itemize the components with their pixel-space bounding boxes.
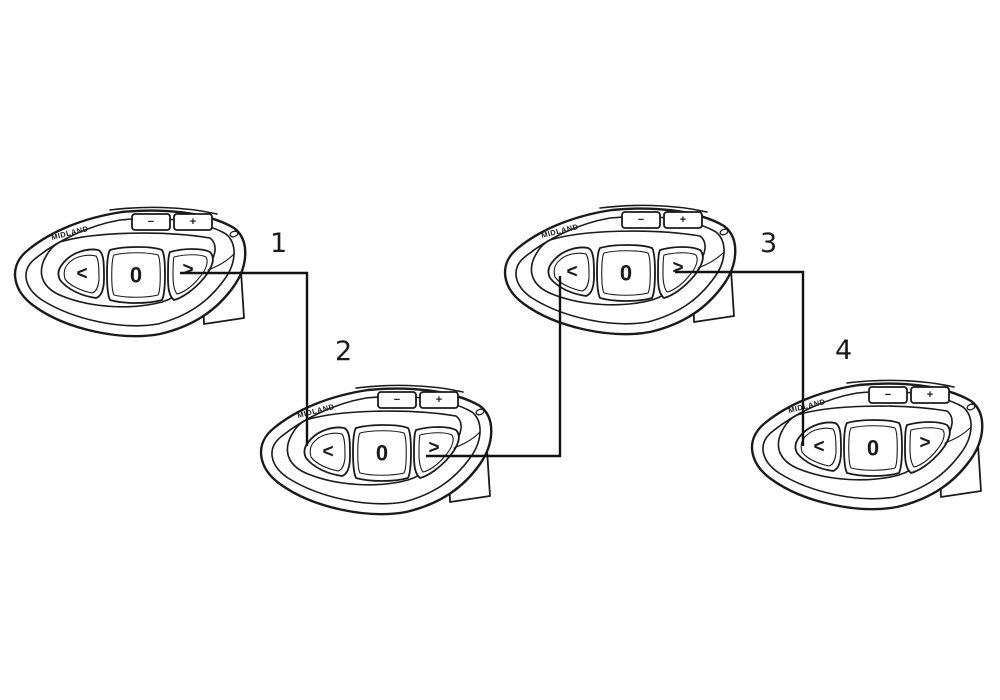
connector-1-to-2: [180, 271, 309, 446]
unit-2: MIDLAND − + < 0 >: [259, 384, 493, 516]
next-button[interactable]: >: [672, 258, 683, 279]
volume-up-button[interactable]: +: [927, 389, 933, 401]
center-button[interactable]: 0: [130, 263, 142, 288]
next-button[interactable]: >: [182, 260, 193, 281]
center-button[interactable]: 0: [620, 261, 632, 286]
volume-up-button[interactable]: +: [190, 216, 196, 228]
volume-down-button[interactable]: −: [394, 394, 400, 406]
volume-down-button[interactable]: −: [148, 216, 154, 228]
connector-2-to-3: [426, 276, 562, 458]
unit-1: MIDLAND − + < 0 >: [13, 206, 247, 338]
volume-up-button[interactable]: +: [436, 394, 442, 406]
center-button[interactable]: 0: [867, 436, 879, 461]
unit-label-3: 3: [760, 228, 777, 259]
unit-4: MIDLAND − + < 0 >: [750, 379, 984, 511]
unit-3: MIDLAND − + < 0 >: [503, 204, 737, 336]
center-button[interactable]: 0: [376, 441, 388, 466]
volume-down-button[interactable]: −: [885, 389, 891, 401]
next-button[interactable]: >: [428, 438, 439, 459]
volume-down-button[interactable]: −: [638, 214, 644, 226]
next-button[interactable]: >: [919, 433, 930, 454]
unit-label-2: 2: [335, 336, 352, 367]
unit-label-4: 4: [835, 335, 852, 366]
prev-button[interactable]: <: [566, 262, 577, 283]
prev-button[interactable]: <: [813, 437, 824, 458]
volume-up-button[interactable]: +: [680, 214, 686, 226]
prev-button[interactable]: <: [76, 264, 87, 285]
unit-label-1: 1: [270, 228, 287, 259]
prev-button[interactable]: <: [322, 442, 333, 463]
connector-3-to-4: [675, 270, 805, 446]
